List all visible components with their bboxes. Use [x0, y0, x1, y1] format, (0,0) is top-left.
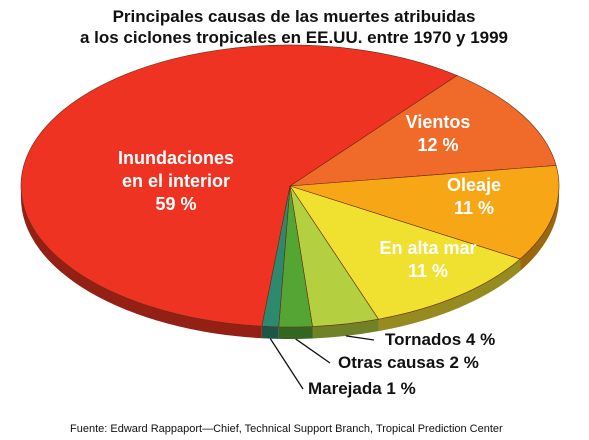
pie-label-3-line-1: 11 %: [408, 261, 448, 281]
pie-label-6: Marejada 1 %: [308, 379, 416, 398]
pie-side-2-0: [520, 186, 559, 272]
pie-3d-sides: [20, 186, 559, 339]
pie-side-5-0: [278, 326, 313, 339]
pie-slice-1: [288, 75, 557, 187]
pie-slice-0: [20, 44, 458, 327]
pie-side-3-0: [378, 259, 521, 332]
pie-label-0-line-2: 59 %: [155, 194, 196, 214]
pie-labels: Inundaciones en el interior 59 % Vientos 12 …: [118, 112, 501, 398]
pie-slice-3: [289, 185, 521, 320]
pie-label-1-line-0: Vientos: [406, 112, 471, 132]
pie-leader-6: [269, 338, 304, 390]
pie-label-2-line-0: Oleaje: [447, 175, 501, 195]
pie-slice-6: [261, 185, 291, 328]
pie-label-5: Otras causas 2 %: [338, 353, 479, 372]
pie-slice-2: [289, 165, 560, 260]
pie-label-0-line-1: en el interior: [122, 171, 230, 191]
pie-side-0-0: [20, 186, 262, 339]
pie-slices: [20, 44, 560, 328]
pie-label-1-line-1: 12 %: [417, 135, 458, 155]
pie-leader-4: [345, 335, 375, 341]
pie-leader-5: [295, 338, 331, 364]
chart-title-line-2: a los ciclones tropicales en EE.UU. entr…: [80, 28, 508, 47]
pie-side-4-0: [312, 319, 379, 339]
pie-label-0-line-0: Inundaciones: [118, 148, 234, 168]
pie-label-4: Tornados 4 %: [385, 330, 495, 349]
pie-label-3-line-0: En alta mar: [379, 238, 476, 258]
chart-title-line-1: Principales causas de las muertes atribu…: [113, 7, 476, 26]
pie-label-2-line-1: 11 %: [454, 198, 494, 218]
source-note: Fuente: Edward Rappaport—Chief, Technica…: [70, 423, 503, 435]
pie-side-6-0: [261, 326, 279, 339]
